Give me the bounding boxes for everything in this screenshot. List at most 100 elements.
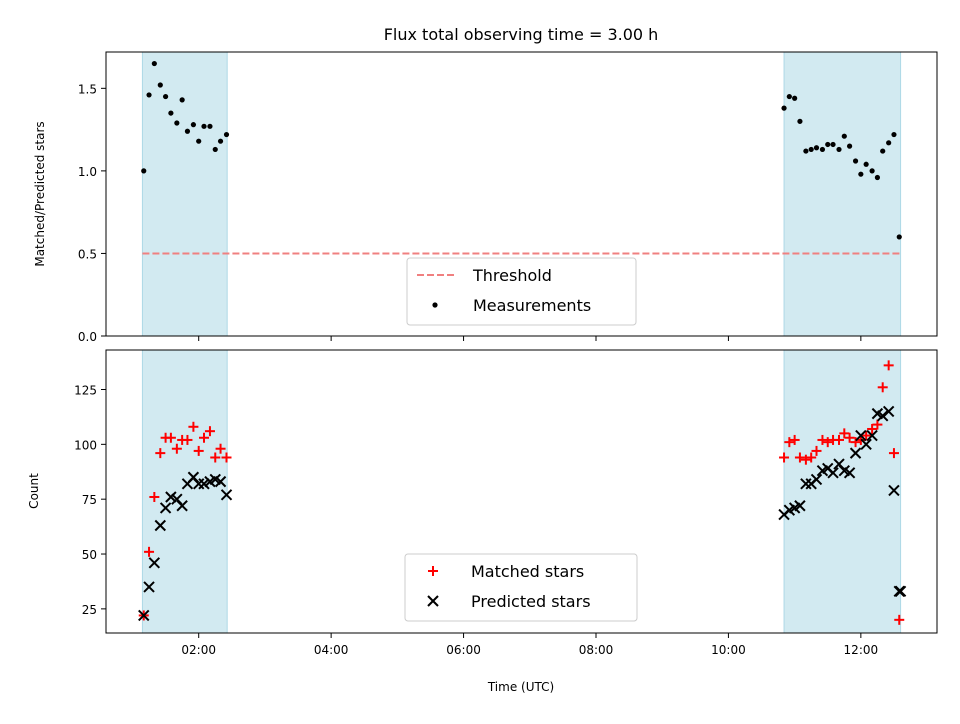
top-observing-span-1	[142, 52, 228, 336]
matched-star-point	[888, 448, 899, 459]
predicted-star-point	[888, 484, 900, 497]
predicted-star-point	[220, 489, 233, 501]
measurement-point	[217, 138, 224, 144]
legend-label: Predicted stars	[471, 592, 591, 611]
measurement-point	[891, 131, 897, 138]
measurement-points	[141, 60, 902, 240]
matched-star-point	[149, 491, 160, 502]
matched-star-point	[165, 432, 176, 443]
predicted-star-point	[827, 467, 839, 479]
matched-star-point	[144, 546, 155, 557]
bot-y-tick-label: 100	[74, 438, 97, 452]
measurement-point	[846, 143, 853, 149]
matched-star-point	[188, 421, 199, 432]
bot-axes-frame	[105, 349, 938, 634]
predicted-star-point	[894, 585, 907, 598]
measurement-point	[858, 171, 864, 177]
measurement-point	[162, 93, 169, 100]
measurement-point	[830, 141, 836, 148]
measurement-point	[819, 146, 826, 153]
measurement-point	[223, 131, 230, 138]
measurement-point	[184, 128, 191, 134]
top-y-tick-label: 0.5	[78, 247, 97, 261]
bot-y-tick-label: 75	[82, 493, 97, 507]
top-observing-spans	[141, 52, 902, 336]
legend-label: Threshold	[472, 266, 552, 285]
predicted-star-point	[154, 519, 167, 532]
matched-star-point	[171, 443, 182, 454]
legend-label: Measurements	[473, 296, 591, 315]
matched-star-point	[789, 434, 800, 445]
top-y-axis-label: Matched/Predicted stars	[33, 121, 47, 266]
predicted-star-point	[176, 500, 188, 512]
measurement-point	[212, 146, 218, 153]
bot-y-tick-label: 25	[82, 603, 97, 617]
predicted-star-point	[143, 581, 155, 593]
matched-star-point	[784, 437, 795, 448]
x-tick-label: 06:00	[446, 643, 481, 657]
x-tick-label: 08:00	[579, 643, 614, 657]
measurement-point	[781, 105, 787, 111]
matched-star-point	[155, 448, 166, 459]
measurement-point	[808, 146, 814, 153]
matched-star-point	[861, 430, 872, 441]
measurement-point	[141, 168, 147, 174]
measurement-point	[803, 148, 809, 154]
top-y-tick-label: 1.5	[78, 82, 97, 96]
matched-star-point	[822, 437, 833, 448]
measurement-point	[179, 97, 185, 103]
x-axis-label: Time (UTC)	[487, 680, 554, 694]
matched-star-point	[794, 452, 805, 463]
predicted-star-point	[214, 475, 227, 488]
matched-star-point	[806, 452, 817, 463]
measurement-point	[174, 120, 180, 126]
top-axes: 0.0 0.5 1.0 1.5	[78, 51, 938, 344]
predicted-star-point	[159, 502, 172, 514]
measurement-point	[863, 161, 869, 167]
measurement-point	[797, 118, 803, 124]
top-y-tick-label: 0.0	[78, 330, 97, 344]
matched-star-point	[877, 382, 888, 393]
matched-star-point	[883, 360, 894, 371]
x-tick-label: 12:00	[844, 643, 879, 657]
measurement-point	[813, 145, 820, 151]
bottom-legend: Matched stars Predicted stars	[404, 553, 638, 622]
matched-star-point	[894, 614, 905, 625]
matched-star-point	[844, 432, 855, 443]
matched-star-point	[811, 445, 822, 456]
measurement-point	[151, 60, 157, 67]
matched-star-point	[817, 434, 828, 445]
top-axes-frame	[105, 51, 938, 337]
legend-matched-handle	[428, 566, 438, 576]
bottom-panel-counts: 25 50 75 100 125 02:00 04:00 06:00 08:00 10:00 12:…	[27, 349, 938, 694]
matched-star-point	[839, 428, 850, 439]
bot-observing-span-2	[784, 350, 901, 633]
measurement-point	[896, 234, 902, 240]
bot-legend-box	[404, 553, 638, 622]
bot-y-tick-label: 125	[74, 383, 97, 397]
top-panel-flux-ratio: 0.0 0.5 1.0 1.5 Matched/Predicted stars Thr…	[33, 51, 938, 344]
matched-star-point	[215, 443, 226, 454]
predicted-star-point	[794, 500, 806, 512]
measurement-point	[207, 123, 213, 129]
bot-observing-span-1	[142, 350, 228, 633]
bottom-observing-spans	[141, 350, 902, 633]
legend-label: Matched stars	[471, 562, 584, 581]
x-tick-label: 04:00	[314, 643, 349, 657]
predicted-star-point	[860, 438, 872, 451]
predicted-star-point	[148, 557, 161, 569]
top-legend-box	[406, 257, 637, 326]
matched-star-point	[779, 452, 790, 463]
measurement-point	[792, 95, 798, 101]
predicted-star-point	[855, 429, 867, 442]
predicted-star-point	[843, 467, 856, 479]
predicted-star-point	[866, 429, 878, 442]
measurement-point	[836, 146, 842, 153]
top-legend: Threshold Measurements	[406, 257, 637, 326]
measurement-point	[825, 141, 831, 148]
predicted-star-point	[876, 410, 889, 422]
x-tick-label: 02:00	[181, 643, 216, 657]
top-observing-span-2	[784, 52, 901, 336]
matched-star-point	[221, 452, 232, 463]
bottom-axes: 25 50 75 100 125 02:00 04:00 06:00 08:00 10:00 12:…	[74, 349, 938, 657]
